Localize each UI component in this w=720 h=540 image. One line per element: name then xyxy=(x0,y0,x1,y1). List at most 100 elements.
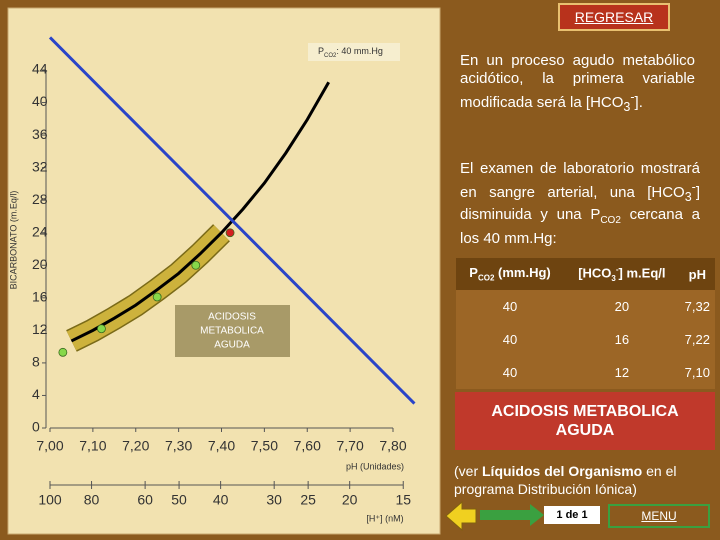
x-tick-label: 7,60 xyxy=(294,438,321,454)
x2-tick-label: 100 xyxy=(38,492,62,508)
x2-tick-label: 40 xyxy=(213,492,229,508)
x2-tick-label: 60 xyxy=(137,492,153,508)
x-tick-label: 7,40 xyxy=(208,438,235,454)
banner: ACIDOSIS METABOLICA AGUDA xyxy=(455,392,715,450)
table-cell: 7,22 xyxy=(684,332,710,347)
x2-tick-label: 15 xyxy=(395,492,411,508)
page-indicator: 1 de 1 xyxy=(544,506,600,524)
text: (mm.Hg) xyxy=(494,265,551,281)
text: cercana a los 40 mm.Hg: xyxy=(460,206,700,247)
x2-tick-label: 25 xyxy=(300,492,316,508)
table-cell: 7,10 xyxy=(684,365,710,380)
y-tick-label: 40 xyxy=(32,93,48,109)
text: ]. xyxy=(634,94,643,111)
series-line xyxy=(48,36,416,405)
region-label-text: ACIDOSIS xyxy=(208,312,256,323)
y-tick-label: 36 xyxy=(32,126,48,142)
y-tick-label: 44 xyxy=(32,61,48,77)
y-tick-label: 16 xyxy=(32,289,48,305)
x2-tick-label: 50 xyxy=(171,492,187,508)
table-row: 40 16 7,22 xyxy=(456,323,715,356)
x-tick-label: 7,70 xyxy=(337,438,364,454)
pco2-p: P xyxy=(318,46,324,56)
region-label-text: AGUDA xyxy=(214,340,250,351)
region-label-text: METABOLICA xyxy=(200,326,264,337)
nav-arrow xyxy=(480,504,544,526)
header-cell: [HCO3-] m.Eq/l xyxy=(564,258,680,290)
point xyxy=(97,324,106,334)
text: CO2 xyxy=(600,215,621,226)
y-tick-label: 32 xyxy=(32,158,48,174)
x-tick-label: 7,80 xyxy=(379,438,406,454)
text: P xyxy=(469,265,478,281)
text: ] disminuida y una P xyxy=(460,184,700,223)
text: ACIDOSIS METABOLICA xyxy=(491,403,679,420)
prev-arrow[interactable] xyxy=(445,500,477,532)
text: - xyxy=(691,180,696,194)
x2-axis-label: [H⁺] (nM) xyxy=(366,513,403,523)
table-cell: 40 xyxy=(502,365,518,380)
chart: BICARBONATO (m.Eq/l) pH (Unidades) [H⁺] … xyxy=(7,7,441,535)
y-tick-label: 4 xyxy=(32,386,40,402)
text: 3 xyxy=(611,273,616,283)
point xyxy=(152,292,162,302)
y-tick-label: 8 xyxy=(32,354,40,370)
text: Líquidos del Organismo xyxy=(482,463,643,479)
table-cell: 12 xyxy=(614,365,630,380)
table-cell: 40 xyxy=(502,299,518,314)
x-tick-label: 7,30 xyxy=(165,438,192,454)
text: En un proceso agudo metabólico acidótico… xyxy=(460,52,695,111)
point xyxy=(191,260,201,270)
region-label-box xyxy=(175,305,290,357)
text: ] m.Eq/l xyxy=(618,265,666,281)
text: AGUDA xyxy=(555,422,615,439)
point xyxy=(225,228,235,238)
text: El examen de laboratorio mostrará en san… xyxy=(460,160,700,201)
table-header: PCO2 (mm.Hg) [HCO3-] m.Eq/l pH xyxy=(456,258,715,290)
x-tick-label: 7,50 xyxy=(251,438,278,454)
pco2-sub: CO2 xyxy=(324,53,337,59)
back-button[interactable]: REGRESAR xyxy=(558,3,670,31)
text: [HCO xyxy=(578,265,612,281)
table-body: 40 20 7,32 40 16 7,22 40 12 7,10 xyxy=(456,290,715,389)
x2-tick-label: 20 xyxy=(342,492,358,508)
nav-bar xyxy=(445,500,544,532)
x-axis-label: pH (Unidades) xyxy=(346,461,404,471)
paragraph-1: En un proceso agudo metabólico acidótico… xyxy=(460,52,695,116)
y-tick-label: 0 xyxy=(32,419,40,435)
text: (ver xyxy=(454,463,482,479)
x2-tick-label: 30 xyxy=(266,492,282,508)
text: en el programa Distribución Iónica) xyxy=(454,463,677,497)
table-cell: 16 xyxy=(614,332,630,347)
pco2-box xyxy=(308,43,400,61)
y-tick-label: 24 xyxy=(32,223,48,239)
y-tick-label: 12 xyxy=(32,321,48,337)
text: 3 xyxy=(623,100,631,114)
x2-tick-label: 80 xyxy=(84,492,100,508)
text: - xyxy=(615,265,619,275)
header-cell: pH xyxy=(679,258,715,290)
y-axis-label: BICARBONATO (m.Eq/l) xyxy=(8,191,18,290)
x-tick-label: 7,10 xyxy=(79,438,106,454)
pco2-label: PCO2: 40 mm.Hg xyxy=(318,46,383,58)
table-cell: 40 xyxy=(502,332,518,347)
text: CO2 xyxy=(477,273,495,283)
point xyxy=(58,347,68,357)
note: (ver Líquidos del Organismo en el progra… xyxy=(454,462,710,498)
table: PCO2 (mm.Hg) [HCO3-] m.Eq/l pH 40 20 7,32 4… xyxy=(456,258,715,389)
table-row: 40 12 7,10 xyxy=(456,356,715,389)
menu-button[interactable]: MENU xyxy=(608,504,710,528)
header-cell: PCO2 (mm.Hg) xyxy=(456,258,565,290)
table-cell: 20 xyxy=(614,299,630,314)
series-line xyxy=(70,81,330,343)
x-tick-label: 7,20 xyxy=(122,438,149,454)
text: - xyxy=(630,90,635,104)
paragraph-2: El examen de laboratorio mostrará en san… xyxy=(460,160,700,248)
text: 3 xyxy=(684,190,692,204)
region-label: ACIDOSIS METABOLICA AGUDA xyxy=(175,305,290,357)
y-tick-label: 28 xyxy=(32,191,48,207)
y-tick-label: 20 xyxy=(32,256,48,272)
pco2-rest: : 40 mm.Hg xyxy=(336,46,383,56)
table-row: 40 20 7,32 xyxy=(456,290,715,323)
